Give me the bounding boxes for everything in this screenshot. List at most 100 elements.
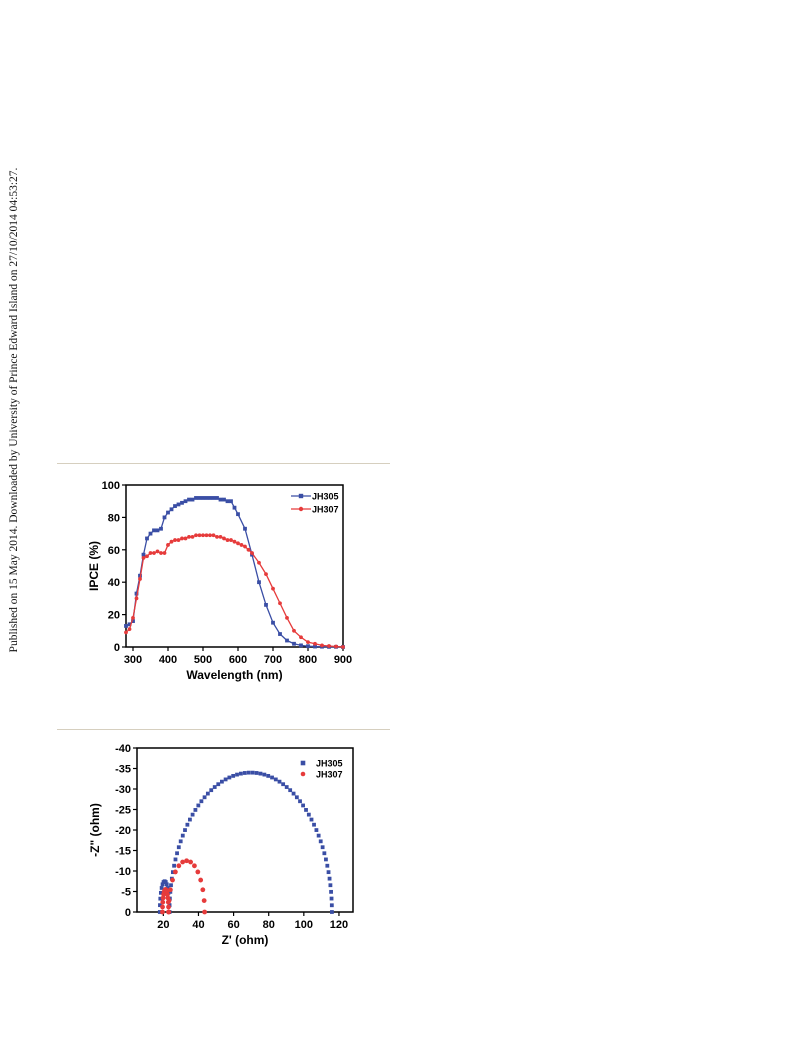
data-point bbox=[165, 891, 170, 897]
data-point bbox=[291, 791, 296, 796]
data-point bbox=[169, 883, 173, 888]
series-JH307 bbox=[160, 858, 208, 915]
y-tick-label: 20 bbox=[108, 610, 120, 622]
x-tick-label: 80 bbox=[263, 919, 275, 931]
data-point bbox=[285, 615, 289, 620]
data-point bbox=[148, 531, 153, 536]
data-point bbox=[231, 773, 236, 778]
data-point bbox=[285, 638, 289, 643]
data-point bbox=[169, 539, 174, 544]
data-point bbox=[306, 640, 310, 645]
data-point bbox=[262, 772, 267, 777]
data-point bbox=[141, 552, 146, 557]
data-point bbox=[313, 641, 317, 646]
data-point bbox=[170, 877, 175, 883]
data-point bbox=[183, 828, 187, 832]
data-point bbox=[270, 775, 274, 780]
data-point bbox=[184, 858, 190, 864]
data-point bbox=[190, 534, 195, 539]
data-point bbox=[192, 863, 197, 869]
data-point bbox=[318, 839, 323, 844]
data-point bbox=[284, 785, 289, 789]
data-point bbox=[329, 903, 334, 908]
data-point bbox=[178, 839, 183, 844]
data-point bbox=[170, 870, 175, 875]
data-point bbox=[314, 828, 319, 832]
data-point bbox=[211, 533, 216, 538]
y-tick-label: -25 bbox=[115, 805, 131, 817]
data-point bbox=[183, 499, 188, 504]
y-axis-label: IPCE (%) bbox=[87, 541, 101, 591]
data-point bbox=[194, 496, 198, 500]
data-point bbox=[173, 504, 177, 508]
data-point bbox=[327, 644, 331, 648]
data-point bbox=[160, 904, 165, 910]
data-point bbox=[215, 496, 219, 500]
data-point bbox=[215, 534, 219, 539]
legend-label: JH307 bbox=[316, 770, 343, 780]
data-point bbox=[164, 882, 169, 887]
y-tick-label: 80 bbox=[108, 512, 120, 524]
data-point bbox=[162, 515, 167, 520]
data-point bbox=[158, 896, 163, 901]
data-point bbox=[299, 643, 303, 648]
data-point bbox=[134, 596, 139, 601]
data-point bbox=[218, 534, 223, 539]
data-point bbox=[200, 887, 206, 893]
y-tick-label: -40 bbox=[115, 743, 131, 755]
data-point bbox=[294, 795, 299, 800]
y-tick-label: 100 bbox=[102, 480, 120, 492]
data-point bbox=[209, 788, 214, 793]
legend-label: JH307 bbox=[312, 505, 339, 515]
data-point bbox=[301, 803, 305, 808]
data-point bbox=[175, 851, 179, 856]
data-point bbox=[227, 775, 232, 780]
data-point bbox=[229, 499, 233, 504]
y-tick-label: 60 bbox=[108, 545, 120, 557]
data-point bbox=[257, 580, 261, 585]
data-point bbox=[222, 536, 226, 541]
data-point bbox=[304, 808, 308, 812]
data-point bbox=[197, 533, 202, 538]
x-tick-label: 120 bbox=[330, 919, 348, 931]
data-point bbox=[173, 538, 177, 542]
section-divider bbox=[57, 729, 390, 730]
data-point bbox=[250, 770, 255, 775]
data-point bbox=[264, 572, 268, 576]
data-point bbox=[176, 538, 181, 542]
series-JH307 bbox=[124, 533, 345, 649]
data-point bbox=[201, 496, 205, 500]
data-point bbox=[235, 772, 239, 777]
data-point bbox=[328, 883, 333, 888]
data-point bbox=[225, 538, 230, 542]
data-point bbox=[176, 502, 181, 507]
data-point bbox=[131, 619, 135, 623]
y-tick-label: -5 bbox=[121, 887, 131, 899]
data-point bbox=[196, 803, 201, 808]
y-tick-label: -30 bbox=[115, 784, 131, 796]
data-point bbox=[158, 903, 162, 908]
data-point bbox=[278, 632, 282, 636]
data-point bbox=[158, 890, 163, 895]
y-tick-label: -15 bbox=[115, 846, 131, 858]
data-point bbox=[188, 859, 194, 865]
data-point bbox=[257, 560, 261, 565]
data-point bbox=[277, 779, 282, 784]
y-axis-label: -Z" (ohm) bbox=[88, 803, 102, 857]
data-point bbox=[180, 833, 185, 838]
data-point bbox=[312, 822, 316, 827]
data-point bbox=[246, 770, 251, 775]
legend-label: JH305 bbox=[312, 492, 339, 502]
x-axis-label: Z' (ohm) bbox=[222, 933, 269, 947]
x-tick-label: 100 bbox=[295, 919, 313, 931]
data-point bbox=[299, 635, 303, 640]
y-tick-label: -10 bbox=[115, 866, 131, 878]
data-point bbox=[271, 620, 275, 625]
data-point bbox=[188, 817, 192, 822]
data-point bbox=[172, 869, 178, 875]
data-point bbox=[329, 896, 334, 901]
data-point bbox=[208, 496, 212, 500]
data-point bbox=[202, 909, 208, 915]
